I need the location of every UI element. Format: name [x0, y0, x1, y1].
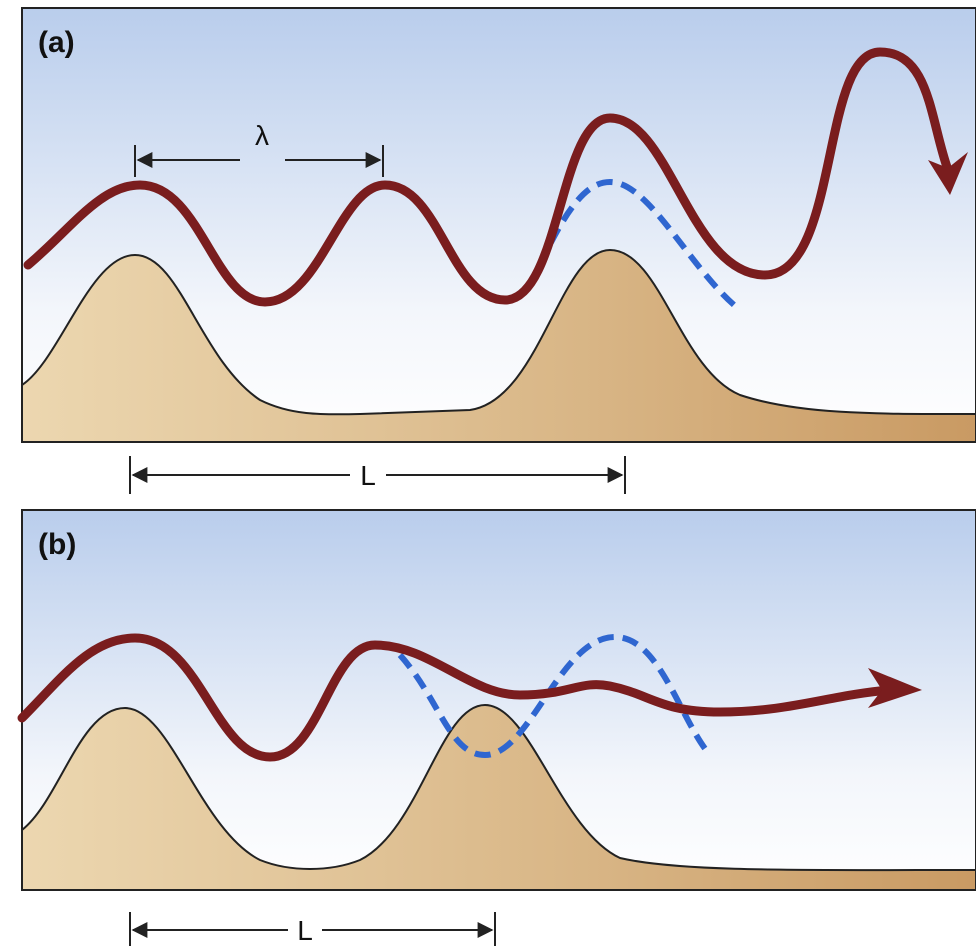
airflow-arrowhead [868, 668, 922, 708]
panel-b: (b) [17, 509, 976, 891]
mountains [21, 248, 976, 443]
dashed-wave [537, 178, 742, 313]
spacing-a: L [129, 456, 626, 494]
spacing-b: L [129, 912, 496, 946]
panel-a: (a) λ [21, 7, 976, 443]
airflow-arrowhead [928, 152, 968, 195]
spacing-label: L [297, 915, 313, 946]
airflow-line [23, 47, 953, 307]
airflow-line [17, 633, 895, 762]
wavelength-label: λ [255, 120, 269, 151]
mountains [21, 703, 976, 891]
spacing-label: L [360, 460, 376, 491]
panel-label: (a) [38, 26, 75, 59]
panel-label: (b) [38, 528, 76, 561]
